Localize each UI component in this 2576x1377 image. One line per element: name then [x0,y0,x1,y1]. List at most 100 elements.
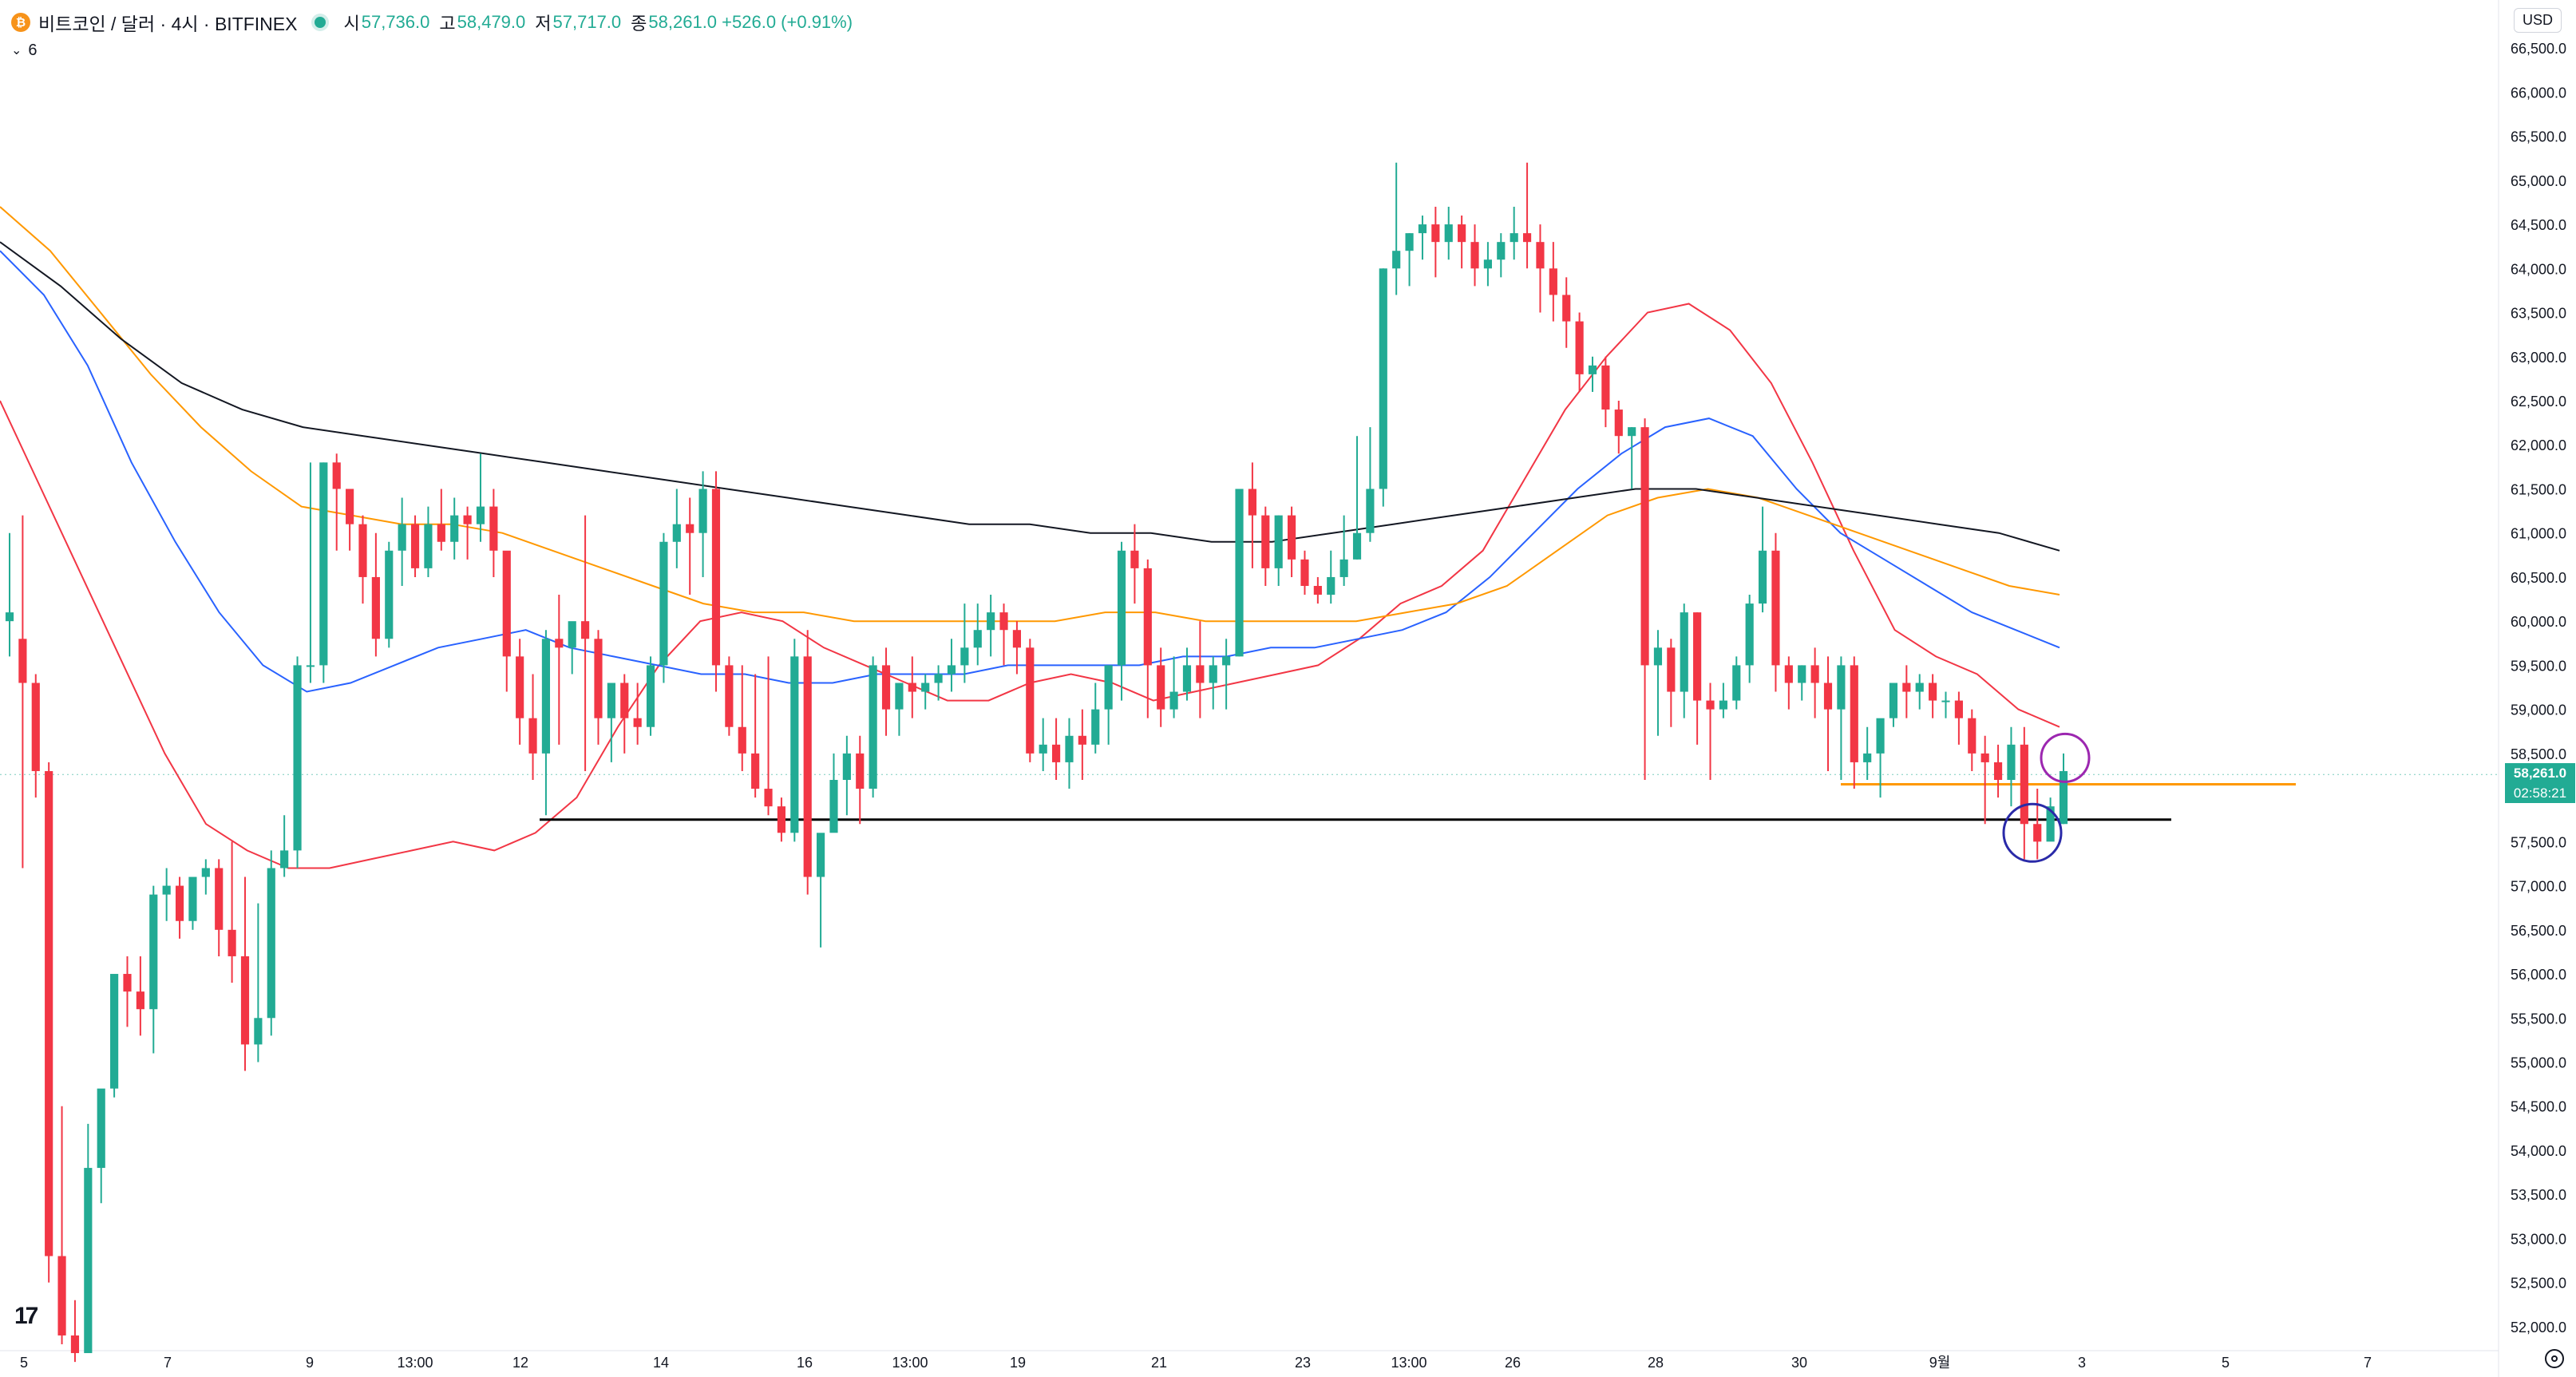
candle-body [1601,365,1610,410]
candle-body [1235,489,1244,657]
time-tick-label: 19 [1010,1355,1026,1371]
candle-body [1026,647,1035,754]
price-tick-label: 57,500.0 [2511,834,2566,850]
moving-average-lines [0,206,2060,869]
last-price-value: 58,261.0 [2513,766,2567,781]
candle-body [463,515,472,524]
price-tick-label: 66,500.0 [2511,41,2566,57]
candle-body [2059,770,2068,825]
candle-body [410,524,420,568]
candle-body [1065,735,1074,762]
candle-body [1196,665,1205,683]
candle-body [1575,321,1584,374]
low-highlight-circle [2002,802,2063,863]
price-tick-label: 64,000.0 [2511,261,2566,277]
candle-body [358,524,367,577]
time-tick-label: 13:00 [1391,1355,1426,1371]
tradingview-logo-icon[interactable]: 17 [14,1303,38,1329]
candle-body [1039,744,1047,754]
candle-body [1130,550,1139,568]
time-tick-label: 9 [306,1355,314,1371]
price-tick-label: 61,500.0 [2511,481,2566,497]
candle-body [149,894,158,1010]
candles [5,162,2068,1363]
candle-body [1169,691,1178,710]
candle-body [1470,242,1479,269]
candle-body [947,665,956,675]
candle-body [856,753,865,789]
candle-body [240,956,250,1045]
last-price-label: 58,261.0 02:58:21 [2505,763,2575,803]
price-tick-label: 55,000.0 [2511,1055,2566,1071]
candle-body [1522,233,1532,243]
candle-body [1915,683,1924,692]
candle-body [1157,665,1165,710]
candle-body [960,647,969,666]
price-tick-label: 58,500.0 [2511,746,2566,762]
candle-body [764,789,773,807]
candle-body [371,576,380,639]
candle-body [136,991,144,1010]
candle-body [1091,709,1100,745]
time-axis[interactable]: 5 7 9 13:00 12 14 16 13:00 19 21 23 13:00 26 28 30 9월 3 5… [20,1355,2372,1371]
symbol-title[interactable]: 비트코인 / 달러 · 4시 · BITFINEX [38,14,298,34]
time-tick-label: 7 [2364,1355,2372,1371]
time-tick-label: 5 [2222,1355,2230,1371]
candle-body [1104,665,1113,710]
candle-body [686,524,694,533]
candle-body [1902,683,1911,692]
indicator-toggle[interactable]: ⌄ 6 [11,38,38,62]
price-tick-label: 56,000.0 [2511,967,2566,983]
candle-body [1052,744,1061,762]
candle-body [568,621,576,648]
candle-body [489,506,498,551]
candle-body [607,683,615,718]
candle-body [1771,550,1780,666]
candle-body [2007,744,2016,781]
time-tick-label: 9월 [1929,1355,1951,1371]
price-tick-label: 52,500.0 [2511,1276,2566,1292]
candle-body [319,462,328,666]
candle-body [1628,427,1636,437]
low-label: 저 [535,14,552,34]
candle-body [646,665,655,727]
price-tick-label: 60,000.0 [2511,614,2566,630]
price-tick-label: 52,000.0 [2511,1320,2566,1335]
candle-body [1274,515,1283,568]
candle-body [987,612,995,631]
candle-body [751,753,760,789]
moving-average-line [0,206,2060,623]
price-tick-label: 54,500.0 [2511,1099,2566,1115]
moving-average-line [0,241,2060,552]
time-tick-label: 23 [1295,1355,1311,1371]
open-value: 57,736.0 [361,12,430,32]
candle-body [1300,559,1309,586]
price-tick-label: 56,500.0 [2511,923,2566,939]
candle-body [502,550,511,657]
candle-body [1993,762,2003,781]
candle-body [725,665,734,727]
candle-body [1209,665,1217,683]
chevron-down-icon: ⌄ [11,44,22,57]
price-tick-label: 66,000.0 [2511,85,2566,101]
candle-body [999,612,1008,631]
settings-icon[interactable] [2545,1349,2564,1368]
candle-body [1653,647,1663,666]
price-tick-label: 65,500.0 [2511,129,2566,145]
candle-body [280,850,289,869]
currency-button[interactable]: USD [2513,8,2562,33]
price-tick-label: 55,500.0 [2511,1011,2566,1027]
candle-body [332,462,341,489]
price-tick-label: 59,000.0 [2511,702,2566,718]
candle-body [31,683,40,771]
candle-body [659,541,668,666]
bitcoin-icon: ₿ [11,13,30,32]
candle-body [437,524,445,542]
candle-body [1327,576,1335,596]
candle-body [1497,242,1506,260]
candle-body [228,929,236,956]
candle-body [908,683,916,692]
price-tick-label: 62,500.0 [2511,394,2566,410]
